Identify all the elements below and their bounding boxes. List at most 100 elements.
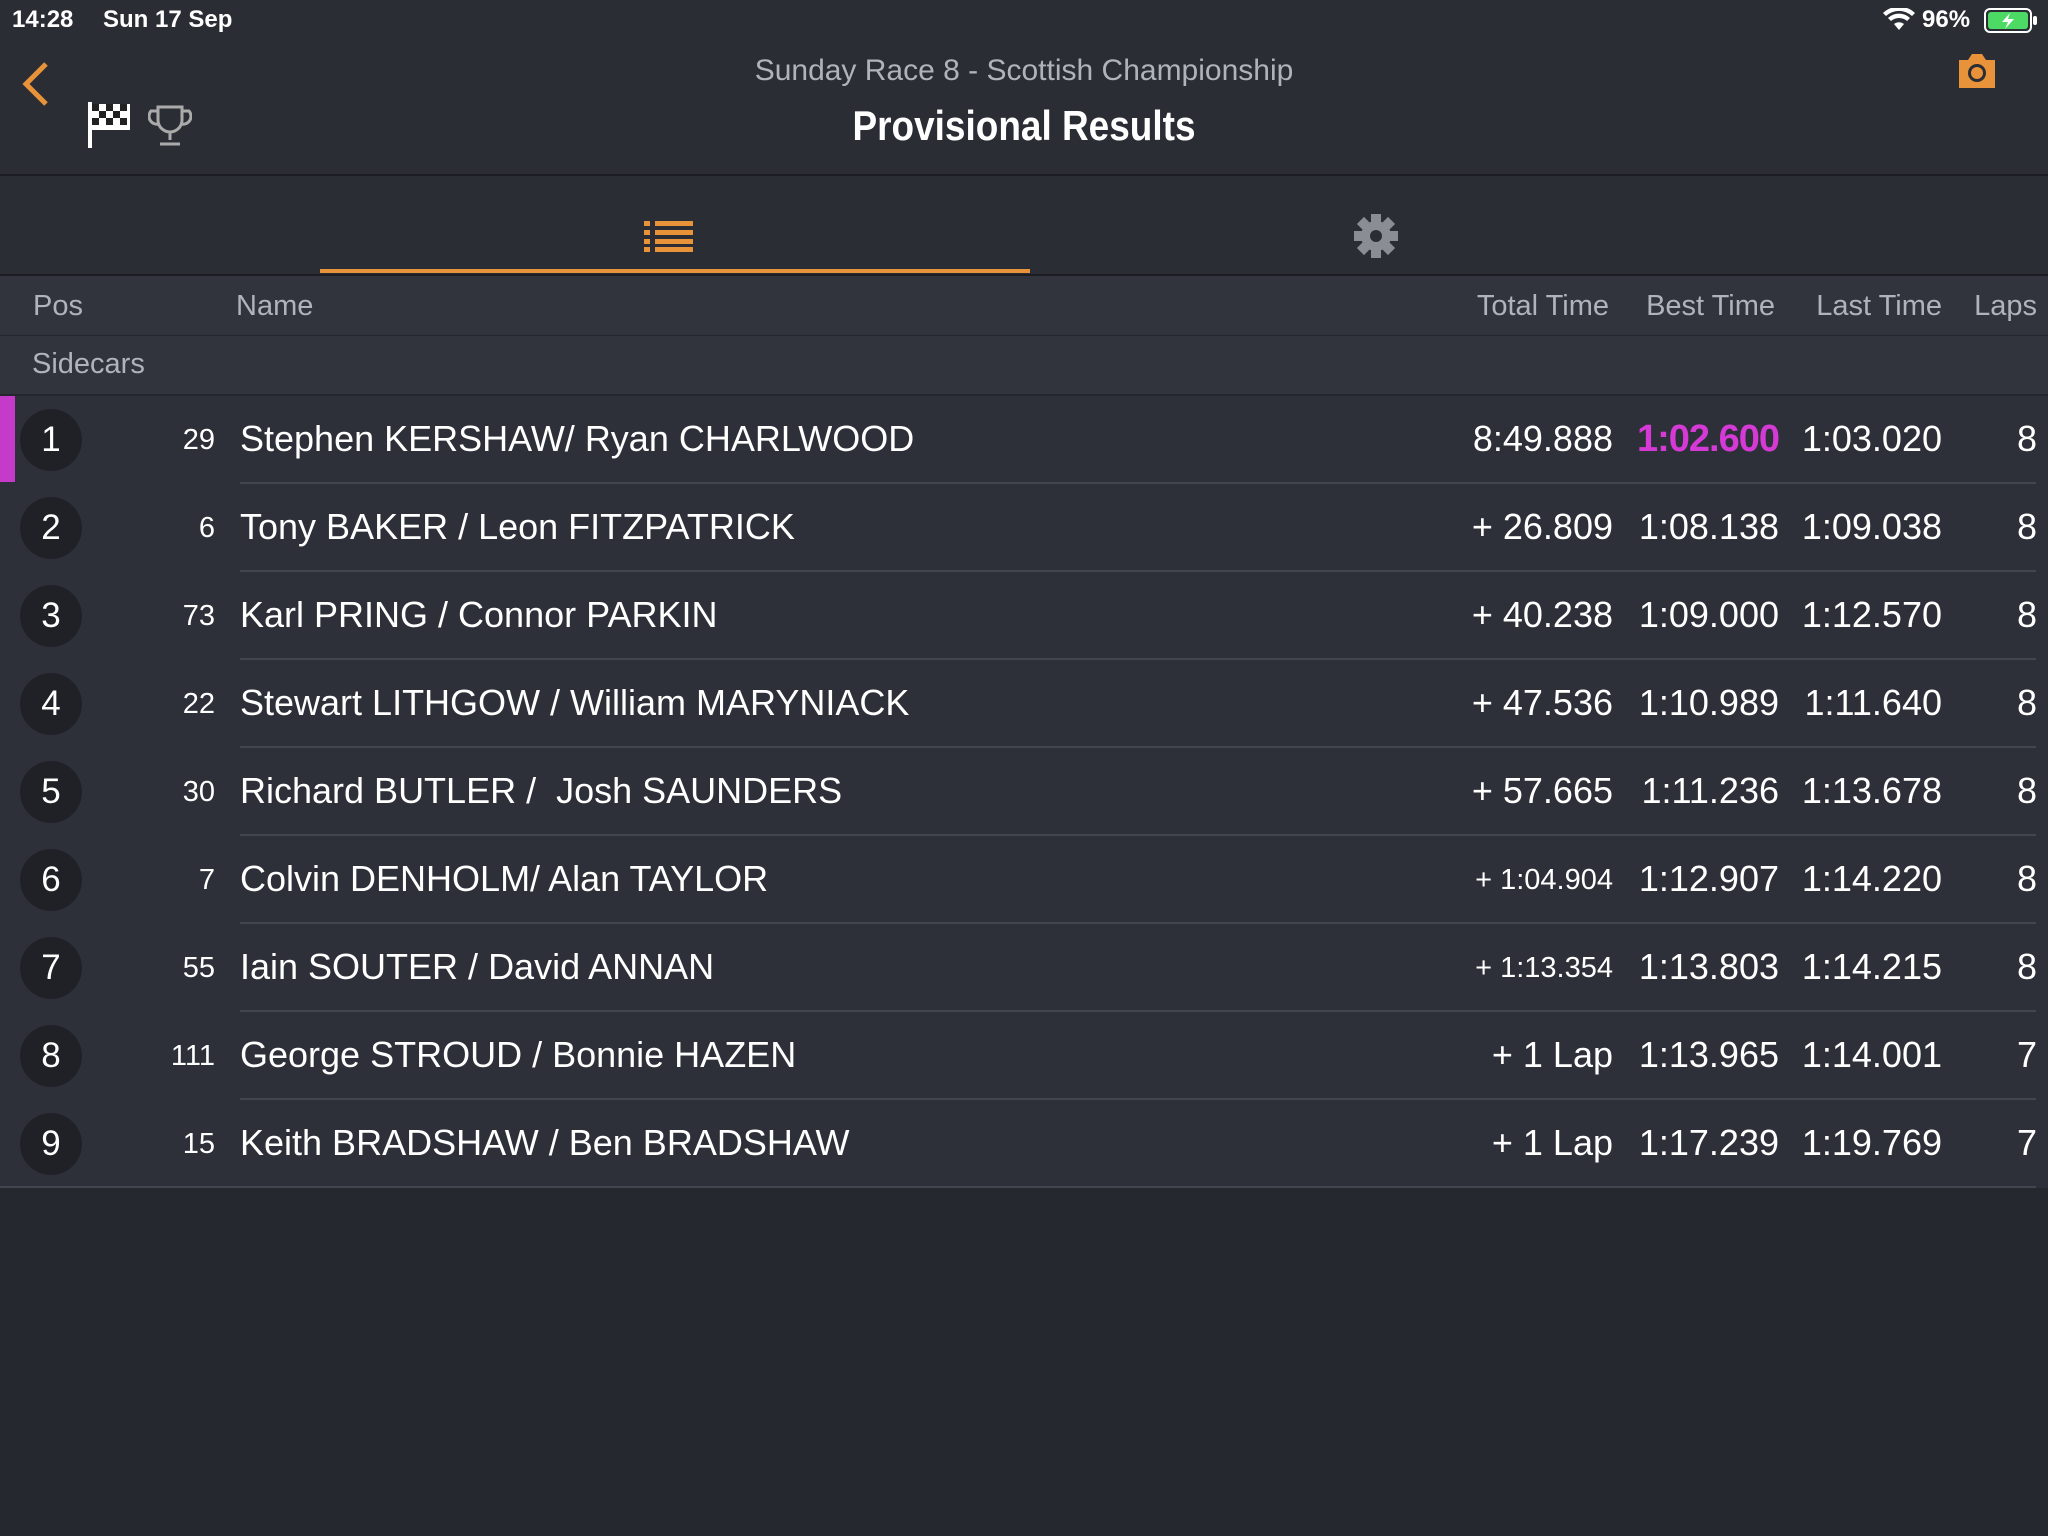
row-separator xyxy=(240,922,2036,924)
total-time: + 40.238 xyxy=(1471,594,1613,635)
column-label: Total Time xyxy=(1476,290,1609,322)
best-time: 1:02.600 xyxy=(1636,418,1780,460)
result-row[interactable]: 4 22 Stewart LITHGOW / William MARYNIACK + … xyxy=(0,660,2048,748)
laps: 8 xyxy=(2016,594,2037,635)
car-number: 6 xyxy=(198,512,215,544)
total-time: + 1:13.354 xyxy=(1475,952,1613,984)
status-date: Sun 17 Sep xyxy=(103,6,233,33)
row-separator xyxy=(240,746,2036,748)
subtitle: Sunday Race 8 - Scottish Championship xyxy=(754,54,1294,87)
total-time: + 1:04.904 xyxy=(1475,864,1613,896)
wifi-icon xyxy=(1883,8,1915,30)
laps: 8 xyxy=(2016,418,2037,459)
driver-names: Richard BUTLER / Josh SAUNDERS xyxy=(240,770,843,811)
driver-names: George STROUD / Bonnie HAZEN xyxy=(240,1034,797,1075)
laps: 8 xyxy=(2016,946,2037,987)
battery-percent: 96% xyxy=(1922,6,1971,33)
column-label: Pos xyxy=(33,290,83,322)
last-time: 1:14.001 xyxy=(1801,1034,1942,1075)
header: 14:28 Sun 17 Sep 96% Sunday Race 8 - Sco… xyxy=(0,0,2048,176)
tab-bar xyxy=(0,176,2048,276)
car-number: 73 xyxy=(182,600,215,632)
column-label: Best Time xyxy=(1646,290,1775,322)
laps: 8 xyxy=(2016,858,2037,899)
last-time: 1:14.215 xyxy=(1801,946,1942,987)
trophy-icon[interactable] xyxy=(148,104,192,148)
row-separator xyxy=(240,658,2036,660)
laps: 7 xyxy=(2016,1122,2037,1163)
total-time: + 1 Lap xyxy=(1491,1034,1613,1075)
result-row[interactable]: 3 73 Karl PRING / Connor PARKIN + 40.238 1:0… xyxy=(0,572,2048,660)
flag-icon[interactable] xyxy=(86,100,132,150)
result-row[interactable]: 1 29 Stephen KERSHAW/ Ryan CHARLWOOD 8:49.8… xyxy=(0,396,2048,484)
settings-tab[interactable] xyxy=(1353,213,1399,259)
laps: 8 xyxy=(2016,682,2037,723)
laps: 8 xyxy=(2016,770,2037,811)
driver-names: Stephen KERSHAW/ Ryan CHARLWOOD xyxy=(240,418,915,459)
best-time: 1:13.965 xyxy=(1638,1034,1779,1075)
position: 6 xyxy=(20,849,82,911)
last-time: 1:19.769 xyxy=(1801,1122,1942,1163)
last-time: 1:11.640 xyxy=(1804,682,1942,723)
car-number: 22 xyxy=(182,688,215,720)
result-row[interactable]: 8 111 George STROUD / Bonnie HAZEN + 1 Lap 1… xyxy=(0,1012,2048,1100)
column-label: Name xyxy=(236,290,314,322)
position: 7 xyxy=(20,937,82,999)
position: 4 xyxy=(20,673,82,735)
last-time: 1:03.020 xyxy=(1801,418,1942,459)
car-number: 55 xyxy=(182,952,215,984)
position: 2 xyxy=(20,497,82,559)
row-separator xyxy=(240,1098,2036,1100)
row-separator xyxy=(240,1010,2036,1012)
total-time: + 47.536 xyxy=(1471,682,1613,723)
car-number: 7 xyxy=(198,864,215,896)
section-header: Sidecars xyxy=(0,336,2048,395)
best-time: 1:08.138 xyxy=(1638,506,1779,547)
car-number: 29 xyxy=(182,424,215,456)
car-number: 111 xyxy=(170,1040,215,1072)
result-row[interactable]: 6 7 Colvin DENHOLM/ Alan TAYLOR + 1:04.904 1… xyxy=(0,836,2048,924)
driver-names: Colvin DENHOLM/ Alan TAYLOR xyxy=(240,858,769,899)
result-row[interactable]: 2 6 Tony BAKER / Leon FITZPATRICK + 26.809 1… xyxy=(0,484,2048,572)
title: Provisional Results xyxy=(852,102,1196,149)
result-row[interactable]: 5 30 Richard BUTLER / Josh SAUNDERS + 57.66… xyxy=(0,748,2048,836)
result-row[interactable]: 7 55 Iain SOUTER / David ANNAN + 1:13.354 1:… xyxy=(0,924,2048,1012)
best-time: 1:11.236 xyxy=(1641,770,1779,811)
car-number: 15 xyxy=(182,1128,215,1160)
position: 9 xyxy=(20,1113,82,1175)
position: 1 xyxy=(20,409,82,471)
driver-names: Tony BAKER / Leon FITZPATRICK xyxy=(240,506,795,547)
laps: 7 xyxy=(2016,1034,2037,1075)
column-label: Laps xyxy=(1974,290,2037,322)
column-label: Last Time xyxy=(1816,290,1942,322)
best-time: 1:10.989 xyxy=(1638,682,1779,723)
row-separator xyxy=(240,834,2036,836)
driver-names: Iain SOUTER / David ANNAN xyxy=(240,946,715,987)
driver-names: Karl PRING / Connor PARKIN xyxy=(240,594,718,635)
battery-icon xyxy=(1984,8,2037,33)
best-time: 1:17.239 xyxy=(1638,1122,1779,1163)
total-time: 8:49.888 xyxy=(1472,418,1613,459)
last-time: 1:09.038 xyxy=(1801,506,1942,547)
leader-marker xyxy=(0,396,15,482)
last-time: 1:14.220 xyxy=(1801,858,1942,899)
last-time: 1:13.678 xyxy=(1801,770,1942,811)
row-separator xyxy=(240,570,2036,572)
total-time: + 26.809 xyxy=(1471,506,1613,547)
car-number: 30 xyxy=(182,776,215,808)
column-header: Pos Name Total Time Best Time Last Time Laps xyxy=(0,276,2048,336)
section-title: Sidecars xyxy=(32,348,145,380)
row-separator xyxy=(240,482,2036,484)
best-time: 1:12.907 xyxy=(1638,858,1779,899)
list-tab[interactable] xyxy=(644,220,694,252)
total-time: + 1 Lap xyxy=(1491,1122,1613,1163)
driver-names: Keith BRADSHAW / Ben BRADSHAW xyxy=(240,1122,850,1163)
driver-names: Stewart LITHGOW / William MARYNIACK xyxy=(240,682,910,723)
result-row[interactable]: 9 15 Keith BRADSHAW / Ben BRADSHAW + 1 Lap 1… xyxy=(0,1100,2048,1188)
camera-button[interactable] xyxy=(1955,52,1999,90)
status-time: 14:28 xyxy=(12,6,74,33)
back-button[interactable] xyxy=(18,60,54,108)
position: 5 xyxy=(20,761,82,823)
best-time: 1:09.000 xyxy=(1638,594,1779,635)
